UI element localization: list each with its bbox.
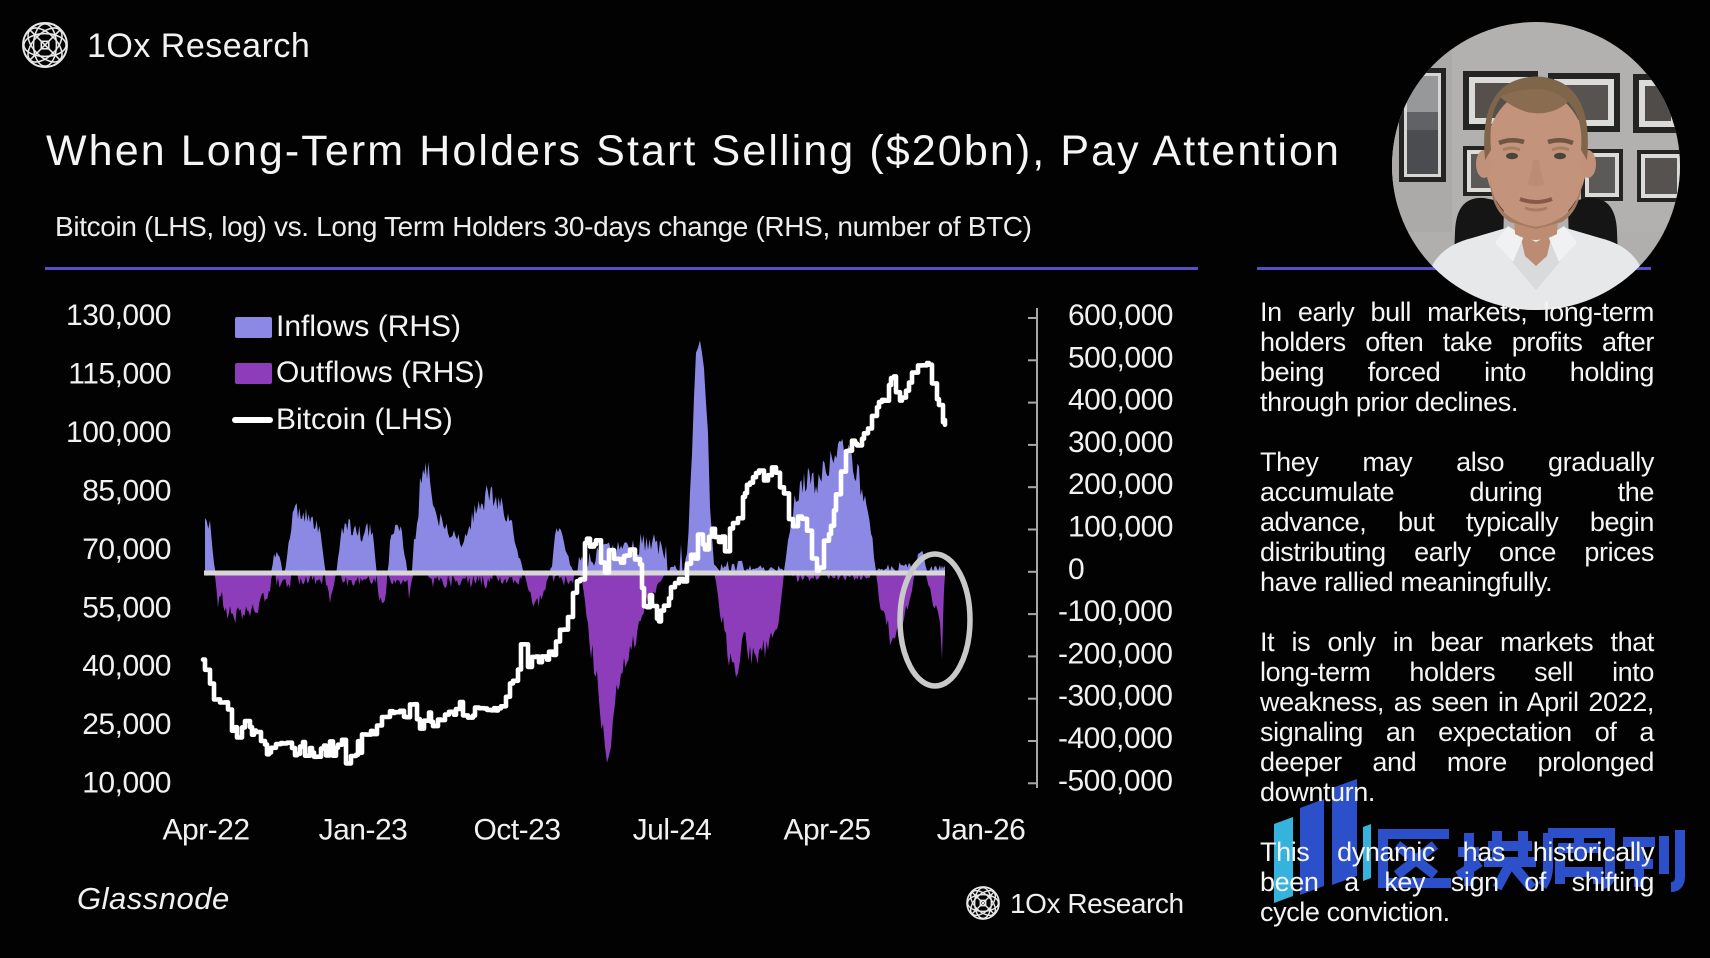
svg-text:Oct-23: Oct-23 [473, 814, 560, 847]
svg-text:200,000: 200,000 [1068, 468, 1173, 501]
svg-text:115,000: 115,000 [68, 357, 171, 390]
svg-text:70,000: 70,000 [82, 533, 171, 566]
svg-text:600,000: 600,000 [1068, 299, 1173, 332]
svg-text:25,000: 25,000 [82, 708, 171, 741]
svg-text:130,000: 130,000 [66, 299, 171, 332]
svg-text:Apr-22: Apr-22 [162, 814, 249, 847]
svg-text:Jul-24: Jul-24 [633, 814, 712, 847]
svg-text:500,000: 500,000 [1068, 341, 1173, 374]
svg-text:-500,000: -500,000 [1058, 764, 1172, 797]
svg-text:Apr-25: Apr-25 [783, 814, 870, 847]
svg-text:100,000: 100,000 [66, 416, 171, 449]
svg-text:-400,000: -400,000 [1058, 722, 1172, 755]
svg-text:300,000: 300,000 [1068, 426, 1173, 459]
svg-text:Inflows (RHS): Inflows (RHS) [276, 310, 461, 343]
svg-text:Bitcoin (LHS): Bitcoin (LHS) [276, 403, 453, 436]
svg-text:Outflows (RHS): Outflows (RHS) [276, 356, 484, 389]
svg-text:Jan-26: Jan-26 [937, 814, 1026, 847]
svg-text:-100,000: -100,000 [1058, 595, 1172, 628]
svg-text:10,000: 10,000 [82, 767, 171, 800]
svg-text:0: 0 [1068, 553, 1084, 586]
svg-text:-300,000: -300,000 [1058, 680, 1172, 713]
svg-text:40,000: 40,000 [82, 650, 171, 683]
svg-text:Jan-23: Jan-23 [319, 814, 408, 847]
svg-text:-200,000: -200,000 [1058, 637, 1172, 670]
svg-text:55,000: 55,000 [82, 591, 171, 624]
svg-text:85,000: 85,000 [82, 474, 171, 507]
svg-text:400,000: 400,000 [1068, 384, 1173, 417]
svg-text:100,000: 100,000 [1068, 511, 1173, 544]
